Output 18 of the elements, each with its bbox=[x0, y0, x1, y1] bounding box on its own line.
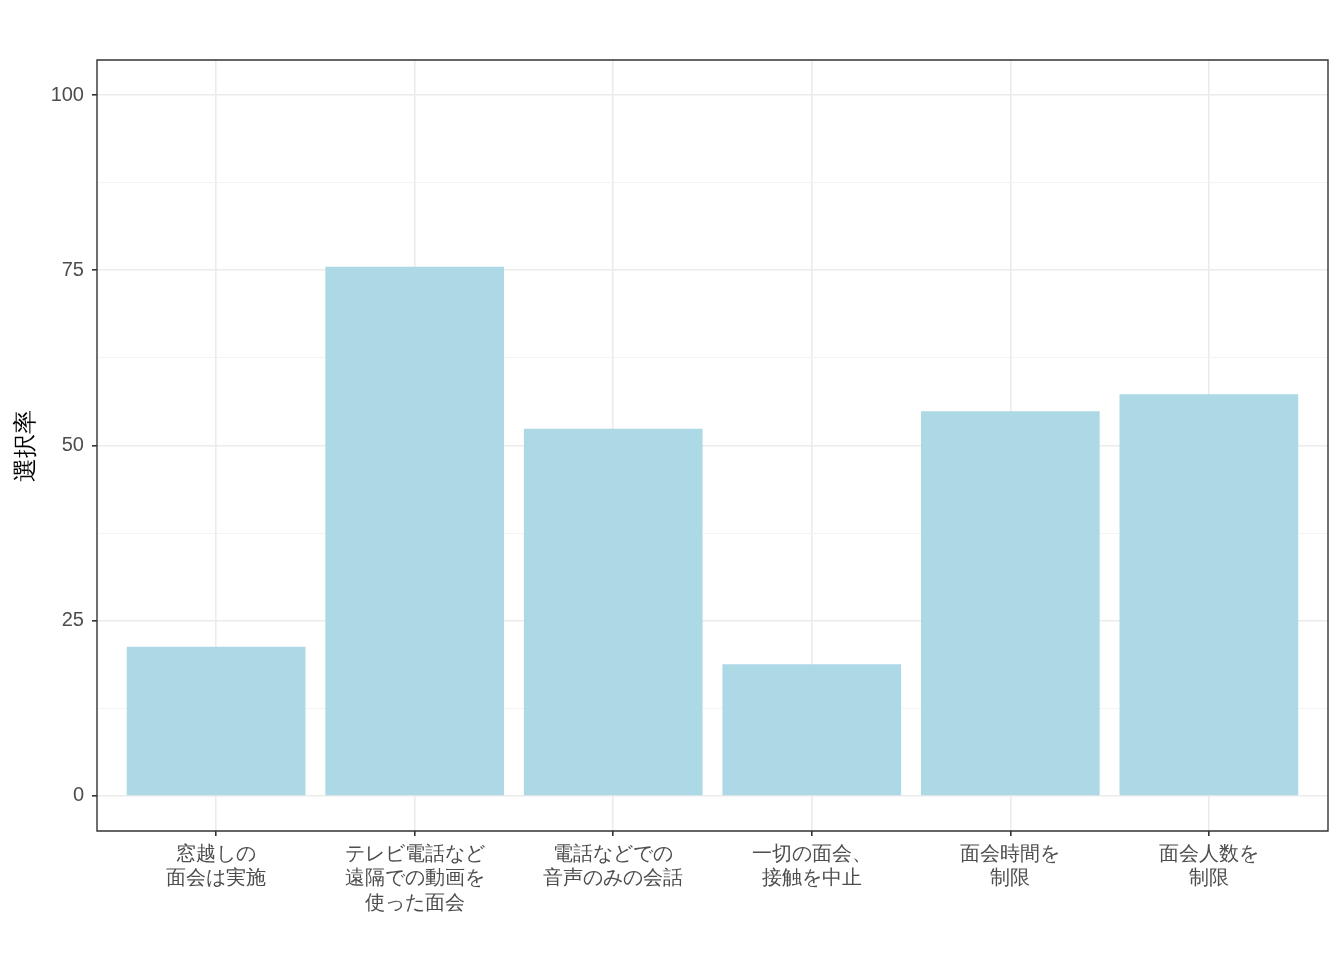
bar bbox=[1119, 394, 1299, 796]
bar bbox=[325, 266, 505, 796]
y-tick-label: 25 bbox=[61, 608, 84, 631]
bar bbox=[722, 664, 902, 796]
y-axis-title: 選択率 bbox=[11, 409, 39, 482]
bar bbox=[523, 428, 703, 796]
x-tick-label: 窓越しの面会は実施 bbox=[166, 841, 267, 889]
y-tick-label: 75 bbox=[61, 257, 84, 280]
x-tick-label: 電話などでの音声のみの会話 bbox=[543, 841, 684, 889]
y-tick-label: 0 bbox=[72, 783, 84, 806]
bar bbox=[920, 411, 1100, 796]
y-tick-label: 50 bbox=[61, 433, 84, 456]
x-tick-label: 面会時間を制限 bbox=[960, 841, 1061, 889]
bar bbox=[126, 646, 306, 796]
x-tick-label: 面会人数を制限 bbox=[1158, 841, 1259, 889]
y-tick-label: 100 bbox=[50, 82, 84, 105]
x-tick-label: 一切の面会、接触を中止 bbox=[751, 841, 872, 889]
x-tick-label: テレビ電話など遠隔での動画を使った面会 bbox=[344, 841, 485, 913]
